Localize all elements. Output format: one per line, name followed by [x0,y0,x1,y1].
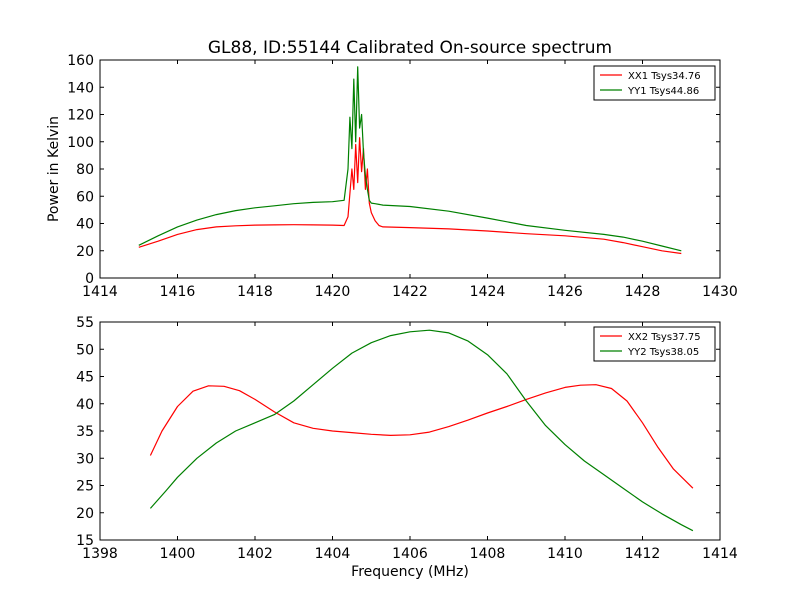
top-y-tick-label: 120 [67,108,94,124]
top-series-line-yy [138,66,682,252]
bottom-y-tick-label: 40 [76,397,94,413]
bottom-y-tick-label: 20 [76,506,94,522]
bottom-x-tick-label: 1406 [392,546,428,562]
top-legend: XX1 Tsys34.76 YY1 Tsys44.86 [593,65,716,101]
bottom-x-tick-label: 1398 [82,546,118,562]
top-y-tick-label: 140 [67,80,94,96]
top-x-tick-label: 1418 [237,284,273,300]
top-x-tick-label: 1416 [160,284,196,300]
top-y-tick-label: 40 [76,217,94,233]
bottom-series-line-yy [149,329,694,532]
top-x-tick-label: 1430 [702,284,738,300]
bottom-y-tick-label: 30 [76,451,94,467]
top-y-tick-label: 0 [85,271,94,287]
top-x-tick-label: 1414 [82,284,118,300]
bottom-x-tick-label: 1404 [315,546,351,562]
bottom-y-tick-label: 45 [76,370,94,386]
top-y-tick-label: 60 [76,189,94,205]
bottom-legend-label: YY2 Tsys38.05 [627,347,699,358]
bottom-x-tick-label: 1408 [470,546,506,562]
bottom-x-tick-label: 1412 [625,546,661,562]
bottom-x-tick-label: 1402 [237,546,273,562]
top-legend-box [593,65,716,101]
bottom-x-tick-label: 1414 [702,546,738,562]
bottom-y-tick-label: 25 [76,479,94,495]
bottom-x-axis-label: Frequency (MHz) [351,564,469,580]
bottom-legend-label: XX2 Tsys37.75 [628,332,701,343]
chart-title: GL88, ID:55144 Calibrated On-source spec… [208,38,612,58]
top-x-tick-label: 1422 [392,284,428,300]
top-x-tick-label: 1420 [315,284,351,300]
bottom-legend: XX2 Tsys37.75 YY2 Tsys38.05 [593,326,716,362]
top-plot: Power in Kelvin 1414 1416 1418 1420 1422 1424… [46,53,738,300]
bottom-x-tick-label: 1400 [160,546,196,562]
top-legend-label: XX1 Tsys34.76 [628,71,701,82]
bottom-series-line-xx [149,384,694,489]
bottom-legend-box [593,326,716,362]
bottom-y-tick-label: 55 [76,315,94,331]
top-y-axis-label: Power in Kelvin [46,116,62,222]
top-y-tick-label: 80 [76,162,94,178]
top-legend-label: YY1 Tsys44.86 [627,86,699,97]
top-y-tick-label: 100 [67,135,94,151]
top-x-tick-label: 1426 [547,284,583,300]
bottom-y-tick-label: 50 [76,342,94,358]
top-x-tick-label: 1428 [625,284,661,300]
bottom-y-tick-label: 15 [76,533,94,549]
bottom-x-tick-label: 1410 [547,546,583,562]
bottom-plot: Frequency (MHz) 1398 1400 1402 1404 1406 1408… [76,315,738,580]
top-y-tick-label: 160 [67,53,94,69]
top-y-tick-label: 20 [76,244,94,260]
bottom-y-tick-label: 35 [76,424,94,440]
top-series-line-xx [138,137,682,255]
top-x-tick-label: 1424 [470,284,506,300]
